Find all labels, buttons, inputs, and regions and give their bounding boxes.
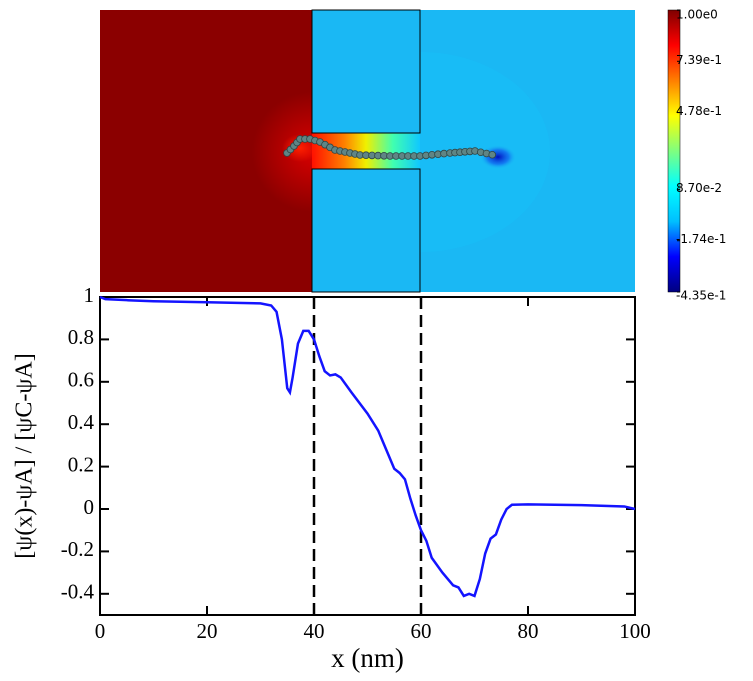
field-map: [100, 9, 635, 293]
polymer-chain: [283, 135, 497, 160]
y-tick-label: 0.6: [68, 368, 94, 392]
x-tick-label: 20: [197, 619, 218, 643]
x-axis-label: x (nm): [331, 643, 404, 673]
data-line: [99, 295, 636, 598]
x-tick-label: 80: [518, 619, 539, 643]
y-tick-label: 0.8: [68, 325, 94, 349]
y-axis-label: [ψ(x)-ψA] / [ψC-ψA]: [12, 353, 38, 558]
colorbar-tick-label: -4.35e-1: [676, 289, 726, 303]
y-tick-label: 0.2: [68, 452, 94, 476]
colorbar: [667, 9, 681, 293]
colorbar-tick-label: 1.00e0: [676, 8, 718, 22]
x-tick-label: 0: [95, 619, 106, 643]
y-tick-label: 1: [84, 283, 95, 307]
membrane-bottom: [311, 168, 421, 293]
pore-channel: [312, 133, 420, 169]
colorbar-tick-label: 8.70e-2: [676, 181, 722, 195]
plot-frame: [99, 296, 636, 616]
colorbar-tick-label: 4.78e-1: [676, 104, 722, 118]
y-tick-label: 0.4: [68, 410, 95, 434]
colorbar-tick-label: -1.74e-1: [676, 232, 726, 246]
y-tick-label: 0: [84, 495, 95, 519]
y-tick-label: -0.2: [61, 537, 94, 561]
x-tick-label: 60: [411, 619, 432, 643]
x-tick-label: 40: [304, 619, 325, 643]
membrane-top: [311, 9, 421, 134]
bead: [488, 150, 497, 159]
y-tick-label: -0.4: [61, 580, 95, 604]
x-tick-label: 100: [619, 619, 651, 643]
colorbar-tick-label: 7.39e-1: [676, 53, 722, 67]
